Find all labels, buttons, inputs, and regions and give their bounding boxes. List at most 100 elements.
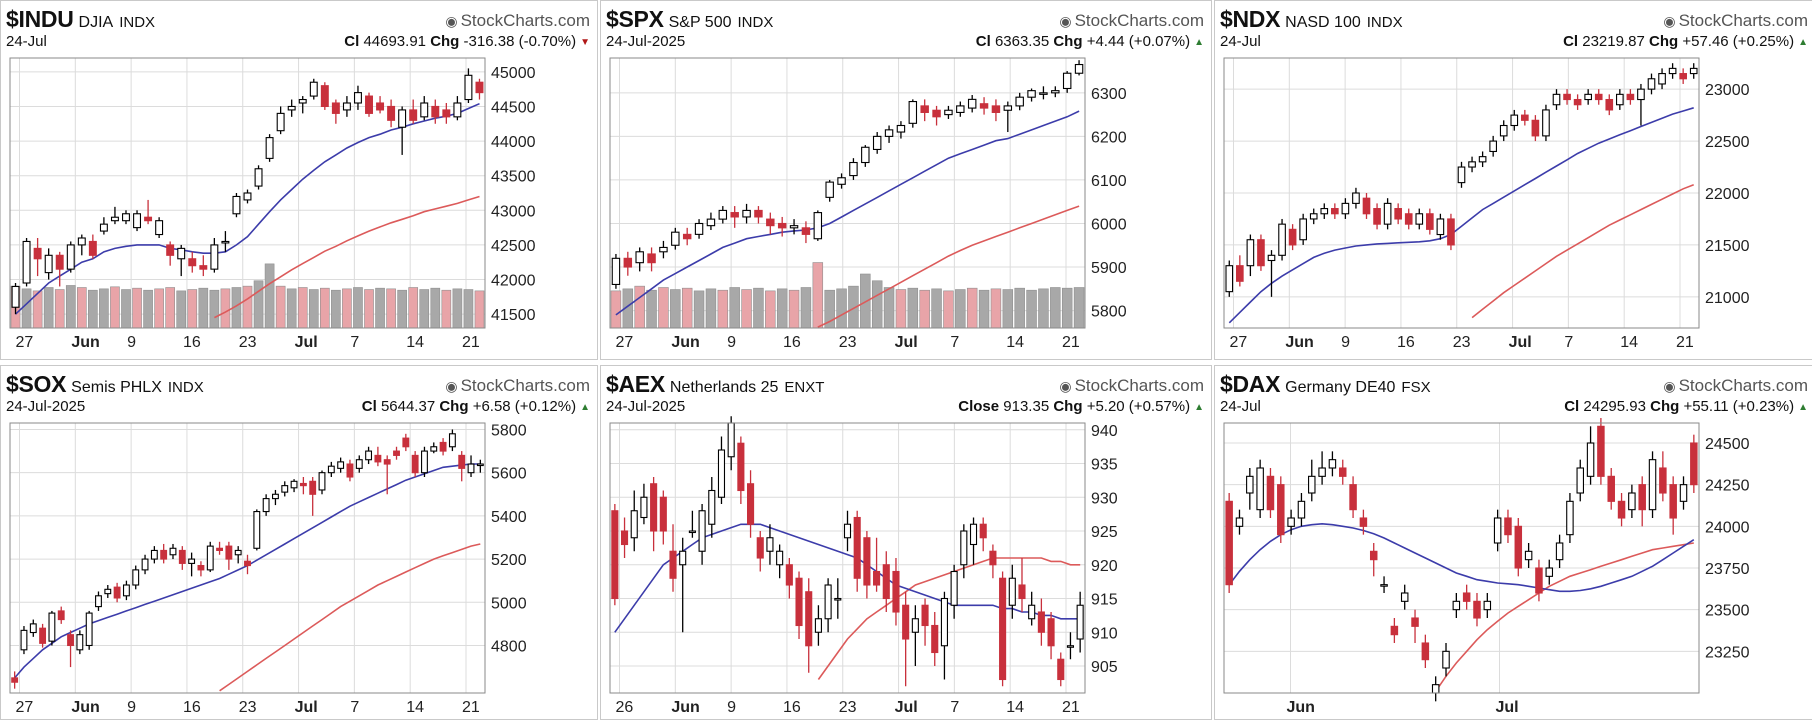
volume-bar	[658, 287, 669, 329]
candle-body	[766, 218, 775, 227]
ticker-symbol[interactable]: $SPX	[606, 6, 664, 32]
candle-body	[669, 550, 677, 579]
candle-body	[29, 623, 37, 634]
y-tick-label: 6200	[1091, 129, 1127, 146]
candle-body	[1235, 517, 1244, 527]
price-chart[interactable]: 23250 23500 23750 24000 24250 24500 Jun Jul	[1214, 365, 1812, 720]
chart-panel-sox[interactable]: $SOX Semis PHLX INDX ◉ StockCharts.com 24-Jul…	[0, 365, 598, 720]
volume-bar	[634, 285, 645, 329]
candle-body	[253, 511, 261, 549]
candle-body	[1542, 109, 1550, 137]
candle-body	[197, 565, 205, 571]
candle-body	[430, 446, 438, 452]
candle-body	[1552, 93, 1561, 106]
ticker-symbol[interactable]: $SOX	[6, 371, 67, 397]
candle-body	[155, 220, 164, 236]
volume-bar	[463, 289, 474, 329]
candle-body	[383, 459, 391, 465]
x-tick-label: 14	[1620, 334, 1638, 351]
candle-body	[730, 212, 739, 218]
ticker-symbol[interactable]: $DAX	[1220, 371, 1281, 397]
candle-body	[1352, 192, 1360, 204]
volume-bar	[176, 290, 187, 329]
candle-body	[777, 222, 787, 229]
volume-bar	[43, 287, 54, 329]
quote-date: 24-Jul	[1220, 398, 1261, 415]
ticker-symbol[interactable]: $NDX	[1220, 6, 1281, 32]
candle-body	[122, 584, 130, 597]
chart-panel-spx[interactable]: $SPX S&P 500 INDX ◉ StockCharts.com 24-Jul-20…	[600, 0, 1212, 360]
price-chart[interactable]: 905 910 915 920 925 930 935 940 26 Jun 9 16 23 Jul 7 14…	[600, 365, 1212, 720]
price-chart[interactable]: 5800 5900 6000 6100 6200 6300 27 Jun 9 16 23 Jul 7 14…	[600, 0, 1212, 360]
volume-bar	[1002, 289, 1014, 329]
candle-body	[1563, 93, 1571, 101]
candle-body	[133, 213, 142, 229]
ticker-symbol[interactable]: $AEX	[606, 371, 665, 397]
exchange: INDX	[737, 14, 774, 31]
brand-watermark: ◉ StockCharts.com	[1059, 11, 1204, 31]
x-tick-label: Jun	[671, 699, 699, 716]
candle-body	[805, 591, 813, 647]
chart-panel-dax[interactable]: $DAX Germany DE40 FSX ◉ StockCharts.com 24-Ju…	[1214, 365, 1812, 720]
candle-body	[825, 181, 834, 198]
index-name: Netherlands 25	[669, 379, 779, 396]
candle-body	[659, 496, 667, 532]
x-tick-label: 14	[406, 334, 424, 351]
candle-body	[1468, 161, 1476, 168]
candle-body	[756, 537, 764, 559]
candle-body	[766, 537, 774, 552]
volume-bar	[610, 290, 622, 329]
y-tick-label: 42500	[491, 238, 536, 255]
y-tick-label: 4800	[491, 638, 527, 655]
x-tick-label: 21	[1062, 699, 1080, 716]
candle-body	[402, 437, 410, 448]
candle-body	[1607, 475, 1615, 502]
y-tick-label: 5000	[491, 595, 527, 612]
volume-bar	[143, 289, 153, 329]
x-tick-label: 16	[183, 699, 201, 716]
candle-body	[420, 102, 429, 118]
candle-body	[132, 569, 140, 586]
y-tick-label: 925	[1091, 524, 1118, 541]
chart-panel-indu[interactable]: $INDU DJIA INDX ◉ StockCharts.com 24-Jul Cl 44…	[0, 0, 598, 360]
candle-body	[1267, 254, 1276, 262]
volume-bar	[812, 262, 824, 329]
candle-body	[1594, 93, 1603, 101]
candle-body	[1076, 604, 1084, 640]
candle-body	[1404, 213, 1413, 225]
candle-body	[1659, 467, 1667, 494]
exchange: INDX	[167, 379, 204, 396]
candle-body	[376, 102, 385, 111]
price-chart[interactable]: 41500 42000 42500 43000 43500 44000 44500 45000…	[0, 0, 598, 360]
candle-body	[1278, 223, 1286, 256]
candle-body	[439, 441, 447, 452]
candle-body	[44, 254, 53, 274]
candle-body	[727, 422, 735, 458]
volume-bar	[895, 289, 907, 329]
price-chart[interactable]: 4800 5000 5200 5400 5600 5800 27 Jun 9 16 23 Jul 7 14…	[0, 365, 598, 720]
candle-body	[39, 627, 47, 644]
candle-body	[110, 216, 119, 222]
volume-bar	[1073, 287, 1085, 329]
change-label: Chg	[439, 398, 469, 415]
candle-body	[1287, 517, 1295, 527]
volume-bar	[681, 287, 693, 329]
chart-panel-ndx[interactable]: $NDX NASD 100 INDX ◉ StockCharts.com 24-Jul Cl…	[1214, 0, 1812, 360]
candle-body	[814, 618, 822, 633]
chart-panel-aex[interactable]: $AEX Netherlands 25 ENXT ◉ StockCharts.com 24…	[600, 365, 1212, 720]
x-tick-label: 23	[839, 334, 857, 351]
candle-body	[682, 233, 692, 240]
x-tick-label: 16	[1397, 334, 1415, 351]
ticker-symbol[interactable]: $INDU	[6, 6, 74, 32]
close-label: Cl	[1563, 33, 1579, 50]
candle-body	[1062, 72, 1072, 90]
candle-body	[892, 570, 900, 613]
candle-body	[355, 459, 363, 469]
y-tick-label: 915	[1091, 592, 1118, 609]
candle-body	[1489, 140, 1497, 153]
price-chart[interactable]: 21000 21500 22000 22500 23000 27 Jun 9 16 23 Jul 7 1…	[1214, 0, 1812, 360]
brand-watermark: ◉ StockCharts.com	[1663, 376, 1808, 396]
candle-body	[1225, 500, 1233, 586]
candle-body	[776, 550, 784, 566]
